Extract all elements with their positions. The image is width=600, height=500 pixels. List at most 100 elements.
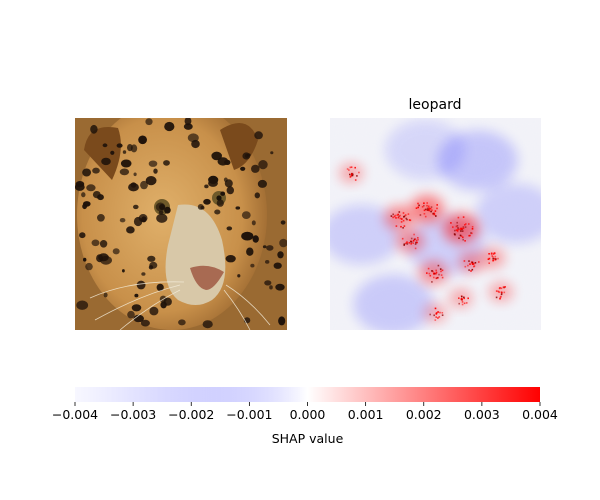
hotspot-pixel — [463, 260, 466, 262]
hotspot-pixel — [415, 241, 417, 244]
jaguar-spot — [280, 220, 286, 225]
jaguar-nose — [190, 265, 224, 290]
jaguar-spot — [226, 226, 233, 231]
hotspot-pixel — [398, 211, 401, 213]
hotspot-pixel — [433, 212, 436, 215]
jaguar-spot — [191, 139, 200, 149]
hotspot-pixel — [409, 219, 412, 222]
hotspot-pixel — [478, 261, 480, 263]
input-image-panel — [75, 118, 287, 330]
hotspot-pixel — [499, 297, 501, 300]
jaguar-spot — [164, 121, 175, 132]
hotspot-pixel — [431, 281, 433, 283]
hotspot-pixel — [423, 202, 425, 204]
hotspot-pixel — [471, 268, 474, 271]
jaguar-spot — [160, 301, 167, 309]
hotspot-pixel — [406, 218, 408, 221]
jaguar-spot — [148, 160, 158, 167]
hotspot-pixel — [457, 227, 459, 229]
negative-region — [330, 204, 402, 265]
hotspot-pixel — [432, 270, 434, 273]
hotspot-pixel — [397, 213, 399, 216]
hotspot-pixel — [460, 230, 462, 232]
jaguar-spot — [226, 186, 234, 195]
hotspot-pixel — [499, 296, 502, 299]
colorbar-tick-label: 0.004 — [522, 407, 558, 422]
jaguar-spot — [251, 164, 260, 173]
hotspot-pixel — [421, 206, 424, 208]
jaguar-spot — [251, 220, 256, 226]
jaguar-spot — [240, 166, 246, 171]
jaguar-spot — [126, 226, 135, 234]
hotspot-pixel — [358, 171, 360, 174]
hotspot-pixel — [412, 240, 415, 242]
jaguar-spot — [140, 180, 148, 190]
hotspot-pixel — [473, 265, 476, 267]
jaguar-spot — [83, 257, 87, 262]
hotspot-pixel — [441, 312, 444, 314]
hotspot-pixel — [350, 166, 353, 168]
jaguar-spot — [90, 124, 98, 134]
hotspot-pixel — [351, 173, 353, 175]
jaguar-spot — [148, 265, 154, 270]
hotspot-pixel — [402, 227, 404, 229]
hotspot-pixel — [440, 270, 442, 273]
hotspot-pixel — [354, 179, 357, 181]
jaguar-spot — [127, 310, 135, 319]
jaguar-spot — [116, 143, 123, 148]
hotspot-pixel — [461, 227, 463, 230]
hotspot-pixel — [415, 207, 418, 209]
hotspot-pixel — [461, 301, 464, 303]
colorbar: −0.004 −0.003 −0.002 −0.001 0.000 0.001 0.002 0… — [52, 387, 558, 446]
hotspot-pixel — [495, 296, 498, 299]
hotspot-pixel — [428, 208, 430, 210]
hotspot-pixel — [492, 253, 495, 255]
hotspot-pixel — [461, 230, 464, 232]
hotspot-pixel — [469, 263, 471, 265]
hotspot-pixel — [429, 274, 432, 277]
jaguar-spot — [92, 167, 100, 174]
hotspot-pixel — [432, 212, 435, 215]
jaguar-spot — [204, 184, 209, 189]
hotspot-pixel — [462, 216, 465, 218]
hotspot-pixel — [400, 221, 403, 223]
hotspot-pixel — [499, 287, 501, 289]
hotspot-pixel — [429, 207, 432, 210]
negative-region — [475, 183, 541, 244]
hotspot-pixel — [468, 260, 470, 262]
jaguar-spot — [76, 300, 89, 310]
jaguar-spot — [82, 168, 91, 177]
hotspot-pixel — [402, 212, 405, 214]
hotspot-pixel — [455, 229, 458, 231]
hotspot-pixel — [472, 262, 475, 265]
hotspot-pixel — [350, 175, 353, 177]
jaguar-spot — [141, 272, 146, 276]
jaguar-spot — [225, 255, 236, 263]
hotspot-pixel — [454, 229, 456, 232]
hotspot-pixel — [468, 223, 470, 225]
hotspot-pixel — [460, 235, 463, 237]
hotspot-pixel — [464, 240, 466, 242]
hotspot-pixel — [436, 277, 439, 279]
colorbar-tick-label: 0.000 — [290, 407, 326, 422]
hotspot-pixel — [453, 233, 456, 235]
hotspot-pixel — [468, 234, 470, 237]
jaguar-spot — [156, 283, 164, 292]
jaguar-spot — [266, 245, 274, 251]
hotspot-pixel — [431, 209, 433, 211]
hotspot-pixel — [390, 215, 393, 217]
jaguar-spot — [237, 274, 241, 278]
hotspot-pixel — [414, 238, 417, 240]
hotspot-pixel — [462, 227, 465, 230]
hotspot-pixel — [493, 257, 496, 260]
negative-region — [353, 274, 434, 330]
hotspot-pixel — [428, 209, 430, 211]
hotspot-pixel — [463, 302, 466, 305]
colorbar-tick-label: 0.003 — [464, 407, 500, 422]
hotspot-pixel — [464, 226, 467, 228]
hotspot-pixel — [433, 213, 436, 216]
hotspot-pixel — [500, 287, 503, 290]
hotspot-pixel — [401, 218, 403, 220]
hotspot-pixel — [403, 215, 406, 217]
jaguar-spot — [122, 269, 125, 273]
